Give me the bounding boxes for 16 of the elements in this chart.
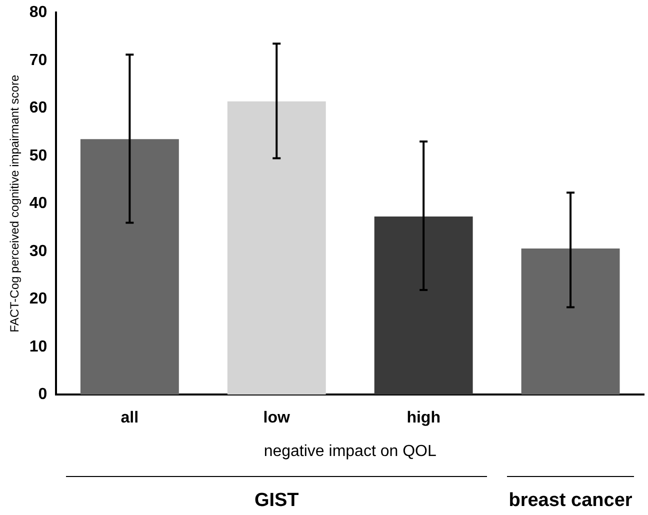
x-axis-title: negative impact on QOL [264, 442, 436, 460]
y-tick-label: 20 [29, 290, 48, 308]
y-tick-label: 70 [29, 52, 48, 69]
y-axis-title: FACT-Cog perceived cognitive impairmant score [8, 74, 22, 332]
x-tick-label: high [406, 410, 440, 427]
text: GIST [253, 490, 300, 512]
x-tick-label: all [120, 410, 139, 427]
y-tick-label: 30 [29, 242, 48, 260]
y-tick-label: 60 [29, 100, 48, 117]
y-tick-label: 40 [29, 195, 48, 212]
y-tick-label: 50 [29, 147, 48, 164]
y-tick-label: 80 [29, 4, 48, 22]
text: breast cancer [508, 490, 634, 512]
x-tick-label: low [263, 410, 291, 427]
y-tick-label: 0 [38, 386, 48, 404]
y-tick-label: 10 [29, 338, 48, 356]
